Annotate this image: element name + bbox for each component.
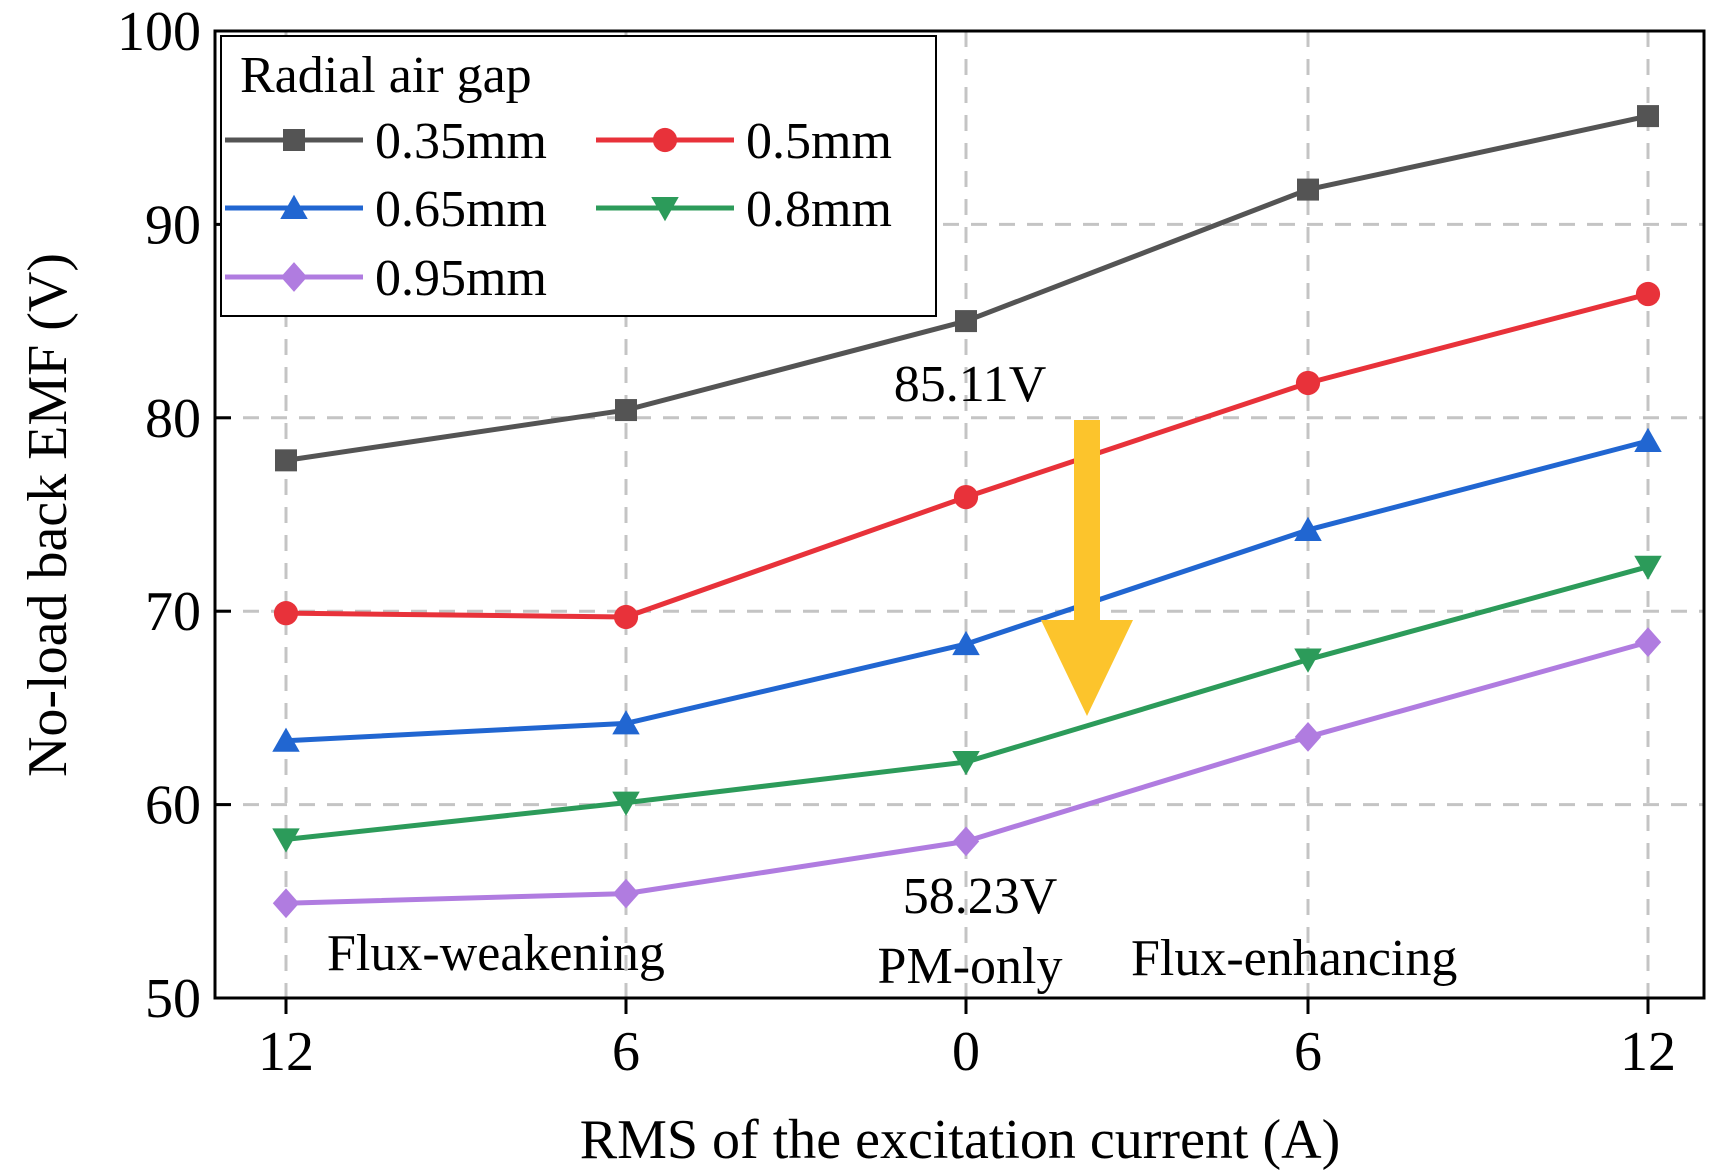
x-tick-label-2: 0 [952,1021,980,1083]
data-point-0.65mm-1 [612,710,640,735]
data-point-0.95mm-3 [1294,722,1322,752]
legend-marker-0.65mm [280,194,308,219]
y-tick-label-60: 60 [145,775,201,837]
annotation-upper-value: 85.11V [894,356,1047,413]
legend: Radial air gap 0.35mm 0.5mm 0.65mm 0.8mm 0.9… [220,35,937,317]
legend-item-0.8mm: 0.8mm [596,181,892,238]
y-tick-label-90: 90 [145,194,201,256]
y-tick-label-50: 50 [145,968,201,1030]
series-0.5mm [273,281,1661,630]
legend-item-0.35mm: 0.35mm [225,113,547,170]
legend-label-0.65mm: 0.65mm [375,181,547,238]
data-point-0.35mm-3 [1297,178,1319,201]
data-point-0.95mm-0 [272,888,300,919]
arrow-head [1041,620,1133,716]
legend-item-0.5mm: 0.5mm [596,113,892,170]
y-tick-label-80: 80 [145,388,201,450]
data-point-0.8mm-0 [272,828,300,853]
data-point-0.95mm-1 [612,878,640,909]
data-point-0.35mm-2 [955,310,977,333]
data-point-0.8mm-3 [1294,648,1322,673]
x-tick-label-4: 12 [1620,1021,1676,1083]
legend-box [220,35,937,317]
legend-label-0.8mm: 0.8mm [746,181,892,238]
arrow-shaft [1074,420,1100,625]
legend-label-0.35mm: 0.35mm [375,113,547,170]
legend-label-0.95mm: 0.95mm [375,250,547,307]
annotation-flux-weakening: Flux-weakening [327,925,665,982]
legend-item-0.95mm: 0.95mm [225,250,547,307]
legend-marker-0.5mm [652,127,678,153]
grid [215,31,1704,998]
legend-title: Radial air gap [240,47,532,104]
plot-frame [213,29,1706,1000]
data-point-0.95mm-4 [1634,627,1662,657]
data-point-0.65mm-0 [272,727,300,752]
legend-marker-0.95mm [280,262,308,292]
data-point-0.5mm-3 [1295,370,1321,396]
x-axis-title: RMS of the excitation current (A) [580,1109,1340,1171]
legend-item-0.65mm: 0.65mm [225,181,547,238]
data-point-0.65mm-4 [1634,427,1662,453]
data-point-0.5mm-4 [1635,281,1661,307]
y-tick-label-100: 100 [117,1,201,63]
data-point-0.95mm-2 [952,826,980,857]
decrease-arrow [1041,420,1133,716]
data-point-0.65mm-2 [952,630,980,656]
data-point-0.8mm-1 [612,791,640,816]
series-layer [272,105,1662,919]
annotation-pm-only: PM-only [878,938,1063,995]
series-0.8mm [272,555,1662,853]
legend-marker-0.35mm [283,129,305,151]
data-point-0.8mm-2 [952,751,980,776]
data-point-0.5mm-1 [613,604,639,630]
legend-items: 0.35mm 0.5mm 0.65mm 0.8mm 0.95mm [225,113,892,307]
legend-label-0.5mm: 0.5mm [746,113,892,170]
data-point-0.35mm-1 [615,399,637,422]
annotation-lower-value: 58.23V [903,868,1058,925]
series-0.35mm [275,105,1659,472]
data-point-0.65mm-3 [1294,516,1322,541]
x-tick-label-1: 6 [612,1021,640,1083]
data-point-0.8mm-4 [1634,555,1662,580]
y-axis-title: No-load back EMF (V) [17,253,79,777]
x-tick-label-0: 12 [258,1021,314,1083]
series-0.95mm [272,627,1662,919]
annotation-flux-enhancing: Flux-enhancing [1131,930,1457,987]
legend-marker-0.8mm [651,197,679,222]
y-tick-label-70: 70 [145,581,201,643]
data-point-0.35mm-0 [275,449,297,472]
series-0.65mm [272,427,1662,752]
data-point-0.35mm-4 [1637,105,1659,128]
data-point-0.5mm-2 [953,484,979,510]
x-tick-label-3: 6 [1294,1021,1322,1083]
data-point-0.5mm-0 [273,601,299,626]
